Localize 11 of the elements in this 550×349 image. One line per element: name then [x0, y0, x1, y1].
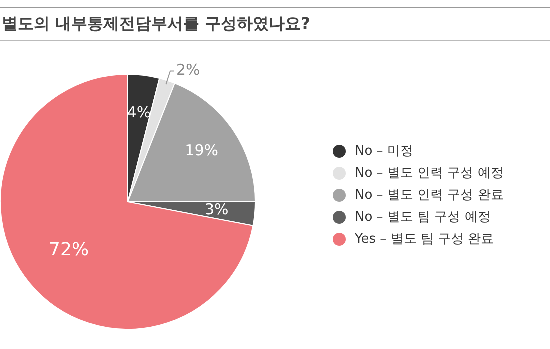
legend-label: Yes – 별도 팀 구성 완료 — [355, 231, 494, 248]
data-label: 2% — [176, 61, 200, 80]
legend-label: No – 별도 인력 구성 완료 — [355, 187, 504, 204]
data-label: 4% — [127, 103, 152, 122]
legend-label: No – 별도 인력 구성 예정 — [355, 165, 504, 182]
data-label: 72% — [49, 239, 90, 260]
data-label: 19% — [185, 142, 218, 160]
data-label: 3% — [204, 200, 229, 218]
chart-title: 별도의 내부통제전담부서를 구성하였나요? — [2, 14, 310, 35]
legend-label: No – 별도 팀 구성 예정 — [355, 209, 491, 226]
legend-label: No – 미정 — [355, 143, 414, 160]
